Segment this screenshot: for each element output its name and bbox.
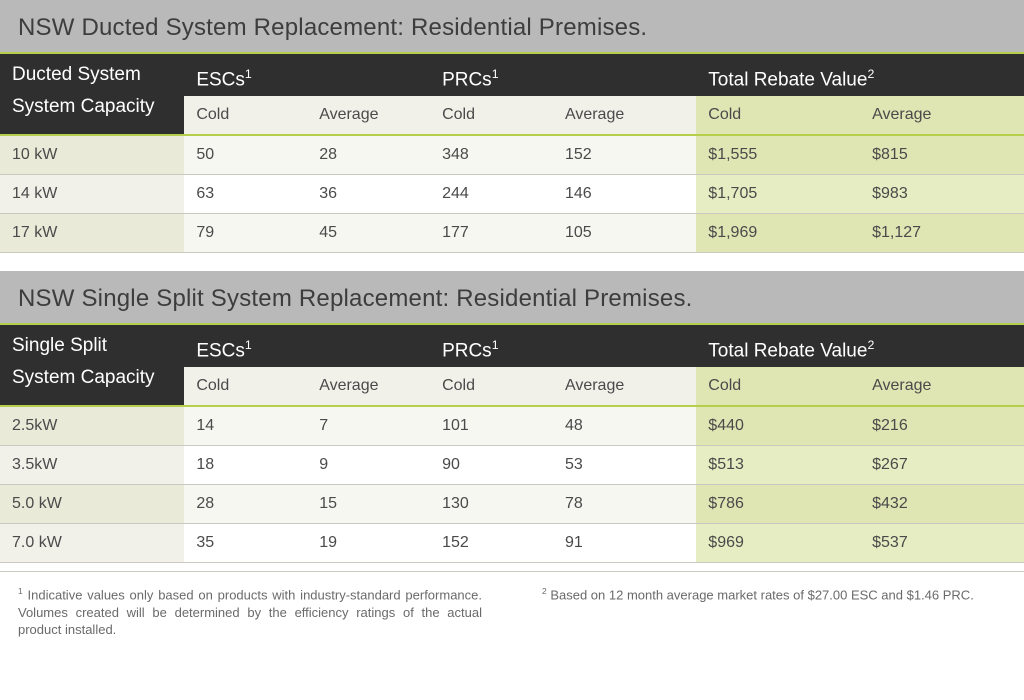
cell: 28: [307, 135, 430, 175]
cell: 63: [184, 175, 307, 214]
footnotes: 1 Indicative values only based on produc…: [0, 571, 1024, 649]
cell: 48: [553, 406, 696, 446]
cell-capacity: 2.5kW: [0, 406, 184, 446]
sub-cold-1: Cold: [184, 367, 307, 406]
cell: 78: [553, 485, 696, 524]
sub-avg-3: Average: [860, 367, 1024, 406]
cell-total: $440: [696, 406, 860, 446]
sub-avg-2: Average: [553, 96, 696, 135]
cell: 14: [184, 406, 307, 446]
col-capacity-line2: System Capacity: [0, 96, 184, 135]
cell-total: $983: [860, 175, 1024, 214]
sub-avg-1: Average: [307, 96, 430, 135]
cell: 28: [184, 485, 307, 524]
cell-capacity: 3.5kW: [0, 446, 184, 485]
cell-total: $537: [860, 524, 1024, 563]
cell: 15: [307, 485, 430, 524]
split-title: NSW Single Split System Replacement: Res…: [0, 271, 1024, 323]
cell: 7: [307, 406, 430, 446]
table-row: 14 kW 63 36 244 146 $1,705 $983: [0, 175, 1024, 214]
col-escs: ESCs1: [184, 324, 430, 367]
col-prcs: PRCs1: [430, 324, 696, 367]
sub-cold-3: Cold: [696, 367, 860, 406]
ducted-table-block: NSW Ducted System Replacement: Residenti…: [0, 0, 1024, 253]
cell: 35: [184, 524, 307, 563]
split-table: Single Split ESCs1 PRCs1 Total Rebate Va…: [0, 323, 1024, 563]
table-row: 7.0 kW 35 19 152 91 $969 $537: [0, 524, 1024, 563]
cell: 152: [553, 135, 696, 175]
split-tbody: 2.5kW 14 7 101 48 $440 $216 3.5kW 18 9 9…: [0, 406, 1024, 563]
cell-total: $815: [860, 135, 1024, 175]
cell: 177: [430, 214, 553, 253]
col-total-rebate: Total Rebate Value2: [696, 53, 1024, 96]
cell-total: $786: [696, 485, 860, 524]
cell: 130: [430, 485, 553, 524]
table-row: 17 kW 79 45 177 105 $1,969 $1,127: [0, 214, 1024, 253]
col-prcs: PRCs1: [430, 53, 696, 96]
cell: 348: [430, 135, 553, 175]
sub-cold-2: Cold: [430, 96, 553, 135]
cell: 45: [307, 214, 430, 253]
cell: 36: [307, 175, 430, 214]
cell-capacity: 14 kW: [0, 175, 184, 214]
cell-capacity: 17 kW: [0, 214, 184, 253]
footnote-1: 1 Indicative values only based on produc…: [18, 586, 482, 639]
col-capacity-line1: Single Split: [0, 324, 184, 367]
cell-total: $969: [696, 524, 860, 563]
cell-capacity: 5.0 kW: [0, 485, 184, 524]
col-capacity-line1: Ducted System: [0, 53, 184, 96]
cell: 50: [184, 135, 307, 175]
cell: 91: [553, 524, 696, 563]
sub-cold-1: Cold: [184, 96, 307, 135]
cell: 90: [430, 446, 553, 485]
cell: 105: [553, 214, 696, 253]
col-total-rebate: Total Rebate Value2: [696, 324, 1024, 367]
sub-avg-3: Average: [860, 96, 1024, 135]
footnote-2: 2 Based on 12 month average market rates…: [542, 586, 1006, 639]
cell: 146: [553, 175, 696, 214]
ducted-table: Ducted System ESCs1 PRCs1 Total Rebate V…: [0, 52, 1024, 253]
cell-total: $1,969: [696, 214, 860, 253]
sub-avg-1: Average: [307, 367, 430, 406]
cell: 101: [430, 406, 553, 446]
cell-total: $1,705: [696, 175, 860, 214]
cell: 9: [307, 446, 430, 485]
cell: 19: [307, 524, 430, 563]
sub-cold-3: Cold: [696, 96, 860, 135]
cell-total: $513: [696, 446, 860, 485]
ducted-title: NSW Ducted System Replacement: Residenti…: [0, 0, 1024, 52]
cell: 18: [184, 446, 307, 485]
cell-capacity: 7.0 kW: [0, 524, 184, 563]
cell: 79: [184, 214, 307, 253]
table-row: 5.0 kW 28 15 130 78 $786 $432: [0, 485, 1024, 524]
table-row: 3.5kW 18 9 90 53 $513 $267: [0, 446, 1024, 485]
cell: 152: [430, 524, 553, 563]
cell: 244: [430, 175, 553, 214]
cell-total: $267: [860, 446, 1024, 485]
cell-capacity: 10 kW: [0, 135, 184, 175]
sub-avg-2: Average: [553, 367, 696, 406]
table-row: 10 kW 50 28 348 152 $1,555 $815: [0, 135, 1024, 175]
split-table-block: NSW Single Split System Replacement: Res…: [0, 271, 1024, 563]
table-row: 2.5kW 14 7 101 48 $440 $216: [0, 406, 1024, 446]
cell: 53: [553, 446, 696, 485]
cell-total: $216: [860, 406, 1024, 446]
cell-total: $432: [860, 485, 1024, 524]
cell-total: $1,555: [696, 135, 860, 175]
sub-cold-2: Cold: [430, 367, 553, 406]
col-escs: ESCs1: [184, 53, 430, 96]
ducted-tbody: 10 kW 50 28 348 152 $1,555 $815 14 kW 63…: [0, 135, 1024, 253]
cell-total: $1,127: [860, 214, 1024, 253]
col-capacity-line2: System Capacity: [0, 367, 184, 406]
